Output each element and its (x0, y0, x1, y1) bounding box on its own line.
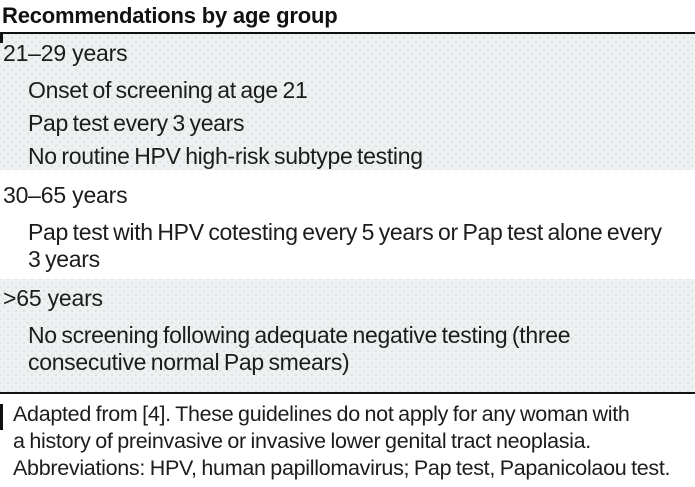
age-band-30-65: 30–65 years Pap test with HPV cotesting … (0, 176, 695, 273)
recommendation-item: Pap test every 3 years (0, 110, 695, 137)
recommendation-item: No screening following adequate negative… (0, 322, 695, 376)
recommendation-line: Pap test with HPV cotesting every 5 year… (28, 219, 662, 245)
footnote-line: Adapted from [4]. These guidelines do no… (13, 402, 630, 426)
title-rule (0, 32, 695, 34)
age-group-header: >65 years (3, 285, 103, 311)
footnote-line: a history of preinvasive or invasive low… (13, 429, 591, 453)
rule-end-cap-top (0, 33, 3, 43)
recommendation-line: No screening following adequate negative… (28, 322, 571, 348)
table-footnote: Adapted from [4]. These guidelines do no… (0, 394, 695, 482)
rule-end-cap-bottom (0, 404, 3, 430)
age-group-header: 21–29 years (3, 40, 128, 66)
recommendation-line: 3 years (28, 246, 100, 272)
recommendation-line: consecutive normal Pap smears) (28, 349, 350, 375)
recommendation-item: Onset of screening at age 21 (0, 77, 695, 104)
table-title: Recommendations by age group (2, 3, 338, 28)
age-band-21-29: 21–29 years Onset of screening at age 21… (0, 34, 695, 170)
recommendation-line: No routine HPV high-risk subtype testing (28, 143, 423, 169)
recommendation-line: Pap test every 3 years (28, 110, 245, 136)
age-group-header: 30–65 years (3, 182, 128, 208)
recommendation-item: Pap test with HPV cotesting every 5 year… (0, 219, 695, 273)
recommendation-line: Onset of screening at age 21 (28, 77, 308, 103)
age-band-over-65: >65 years No screening following adequat… (0, 279, 695, 392)
footer-rule (0, 392, 695, 394)
footnote-line: Abbreviations: HPV, human papillomavirus… (13, 456, 671, 480)
recommendation-item: No routine HPV high-risk subtype testing (0, 143, 695, 170)
